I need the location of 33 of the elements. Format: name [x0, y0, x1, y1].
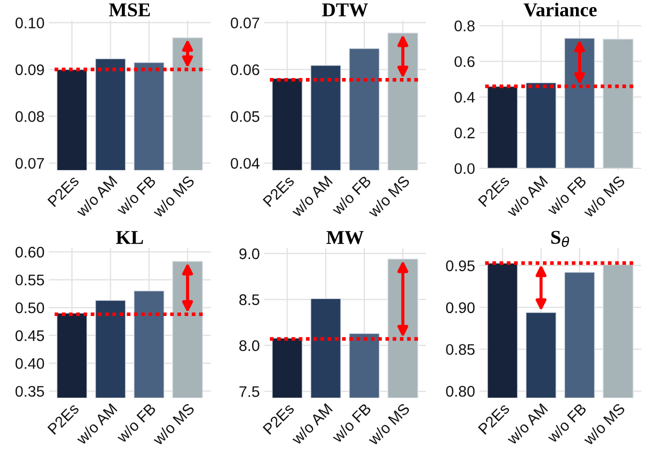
- chart-title: MW: [326, 231, 364, 244]
- y-tick-label: 0.06: [230, 64, 260, 76]
- chart-title: S$_{θ}$: [551, 230, 570, 248]
- chart-title: DTW: [322, 3, 368, 16]
- y-tick-label: 8.0: [239, 340, 260, 352]
- chart-title: Variance: [524, 2, 597, 16]
- y-tick-label: 8.5: [239, 294, 260, 306]
- y-tick-label: 0.40: [16, 358, 44, 369]
- y-tick-label: 0.09: [16, 64, 44, 76]
- y-tick-label: 0.04: [230, 158, 260, 169]
- y-tick-label: 0.2: [454, 128, 474, 138]
- y-tick-label: 0.85: [446, 344, 475, 355]
- y-tick-label: 0.45: [16, 330, 44, 342]
- y-tick-label: 0.60: [16, 246, 44, 258]
- y-tick-label: 0.6: [454, 56, 475, 68]
- y-tick-label: 0.0: [454, 163, 475, 174]
- y-tick-label: 0.08: [16, 111, 44, 122]
- y-tick-label: 0.95: [446, 260, 475, 272]
- y-tick-label: 0.80: [446, 386, 475, 397]
- y-tick-label: 0.07: [230, 18, 260, 28]
- chart-title: MSE: [109, 3, 150, 16]
- y-tick-label: 0.07: [16, 158, 44, 169]
- y-tick-label: 0.35: [16, 386, 44, 397]
- y-tick-label: 9.0: [239, 248, 260, 260]
- y-tick-label: 0.50: [16, 302, 44, 314]
- y-tick-label: 0.8: [454, 20, 475, 32]
- y-tick-label: 0.10: [16, 18, 44, 28]
- y-tick-label: 0.90: [446, 302, 475, 314]
- y-tick-label: 7.5: [239, 386, 260, 398]
- y-tick-label: 0.55: [16, 274, 44, 286]
- y-tick-label: 0.4: [454, 92, 475, 103]
- chart-title: KL: [116, 231, 143, 244]
- y-tick-label: 0.05: [230, 111, 260, 122]
